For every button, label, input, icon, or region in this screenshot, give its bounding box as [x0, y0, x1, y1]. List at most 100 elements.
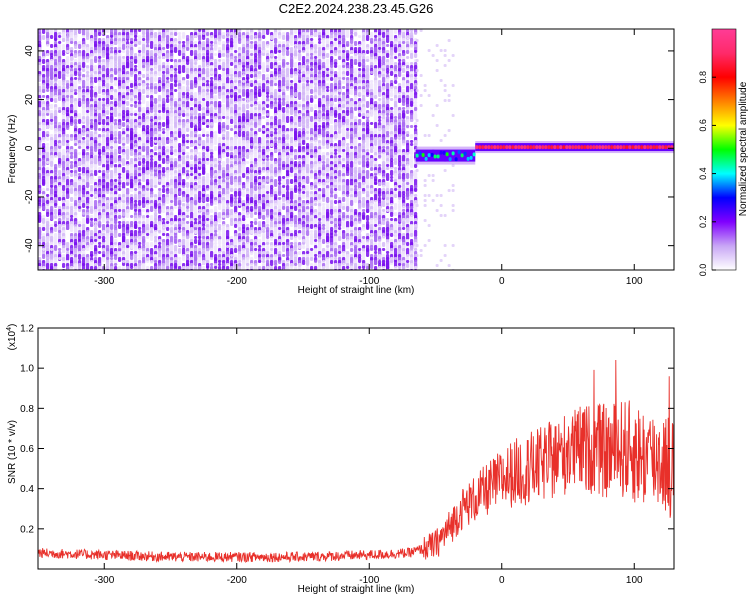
noise-cell — [226, 263, 230, 266]
noise-cell — [118, 224, 122, 229]
noise-cell — [98, 116, 102, 124]
noise-cell — [202, 128, 206, 135]
noise-cell — [142, 86, 146, 90]
noise-cell — [174, 230, 178, 233]
noise-cell — [78, 53, 82, 57]
noise-cell — [142, 263, 146, 270]
noise-cell — [326, 86, 330, 89]
noise-cell — [154, 98, 158, 104]
noise-cell — [298, 86, 302, 89]
noise-cell — [210, 209, 214, 213]
noise-cell — [290, 62, 294, 68]
noise-cell — [118, 50, 122, 53]
noise-cell — [178, 50, 182, 56]
noise-cell — [146, 215, 150, 218]
noise-cell — [122, 86, 126, 89]
noise-cell — [326, 47, 330, 50]
noise-cell — [78, 167, 82, 172]
noise-cell — [174, 68, 178, 71]
noise-cell — [138, 83, 142, 86]
noise-cell — [118, 110, 122, 114]
noise-cell — [74, 59, 78, 63]
noise-cell — [254, 251, 258, 259]
noise-cell — [162, 128, 166, 131]
noise-cell — [230, 254, 234, 257]
noise-cell — [166, 176, 170, 179]
noise-cell — [110, 62, 114, 69]
noise-cell — [118, 29, 122, 32]
noise-cell — [318, 143, 322, 146]
noise-cell — [234, 242, 238, 245]
noise-cell — [238, 260, 242, 263]
noise-cell — [58, 230, 62, 233]
noise-cell — [106, 200, 110, 204]
noise-cell — [70, 62, 74, 66]
noise-cell — [138, 263, 142, 270]
noise-cell — [222, 152, 226, 158]
noise-cell — [138, 140, 142, 144]
noise-cell — [50, 266, 54, 270]
noise-cell — [118, 257, 122, 262]
noise-cell — [74, 143, 78, 146]
noise-cell — [66, 248, 70, 251]
noise-cell — [326, 167, 330, 174]
noise-cell — [142, 158, 146, 162]
noise-cell — [110, 188, 114, 191]
noise-cell — [46, 212, 50, 217]
noise-cell — [118, 251, 122, 255]
noise-cell — [182, 110, 186, 113]
noise-cell — [90, 197, 94, 200]
noise-cell — [310, 98, 314, 103]
noise-cell — [82, 95, 86, 98]
noise-cell — [218, 35, 222, 42]
noise-cell — [262, 257, 266, 260]
noise-cell — [298, 263, 302, 270]
noise-cell — [142, 35, 146, 38]
noise-cell — [274, 110, 278, 113]
noise-cell — [66, 68, 70, 71]
noise-cell — [62, 227, 66, 231]
noise-cell — [74, 77, 78, 80]
noise-cell — [42, 266, 46, 270]
noise-cell — [46, 137, 50, 141]
noise-cell — [154, 251, 158, 255]
noise-cell — [50, 80, 54, 84]
noise-cell — [150, 131, 154, 139]
noise-cell — [270, 236, 274, 241]
noise-cell — [70, 137, 74, 141]
noise-cell — [110, 47, 114, 50]
noise-cell — [162, 122, 166, 127]
noise-cell — [158, 32, 162, 36]
noise-cell — [150, 161, 154, 169]
noise-cell — [86, 230, 90, 236]
noise-cell — [298, 65, 302, 70]
noise-cell — [142, 161, 146, 164]
noise-cell — [158, 41, 162, 44]
noise-cell — [130, 206, 134, 209]
noise-cell — [282, 62, 286, 66]
noise-cell — [214, 134, 218, 141]
noise-cell — [266, 74, 270, 77]
noise-cell — [102, 92, 106, 95]
noise-cell — [186, 209, 190, 212]
noise-cell — [310, 53, 314, 56]
noise-cell — [134, 200, 138, 203]
noise-cell — [186, 206, 190, 209]
noise-cell — [42, 35, 46, 40]
noise-cell — [246, 215, 250, 218]
noise-cell — [82, 152, 86, 156]
noise-cell — [182, 86, 186, 93]
noise-cell — [150, 233, 154, 237]
noise-cell — [290, 41, 294, 46]
noise-cell — [94, 254, 98, 257]
noise-cell — [42, 182, 46, 186]
noise-cell — [306, 239, 310, 246]
noise-cell — [282, 206, 286, 210]
noise-cell — [82, 86, 86, 89]
noise-cell — [118, 101, 122, 104]
noise-cell — [142, 167, 146, 175]
noise-cell — [62, 176, 66, 183]
noise-cell — [74, 71, 78, 76]
noise-cell — [314, 32, 318, 37]
noise-cell — [294, 245, 298, 248]
